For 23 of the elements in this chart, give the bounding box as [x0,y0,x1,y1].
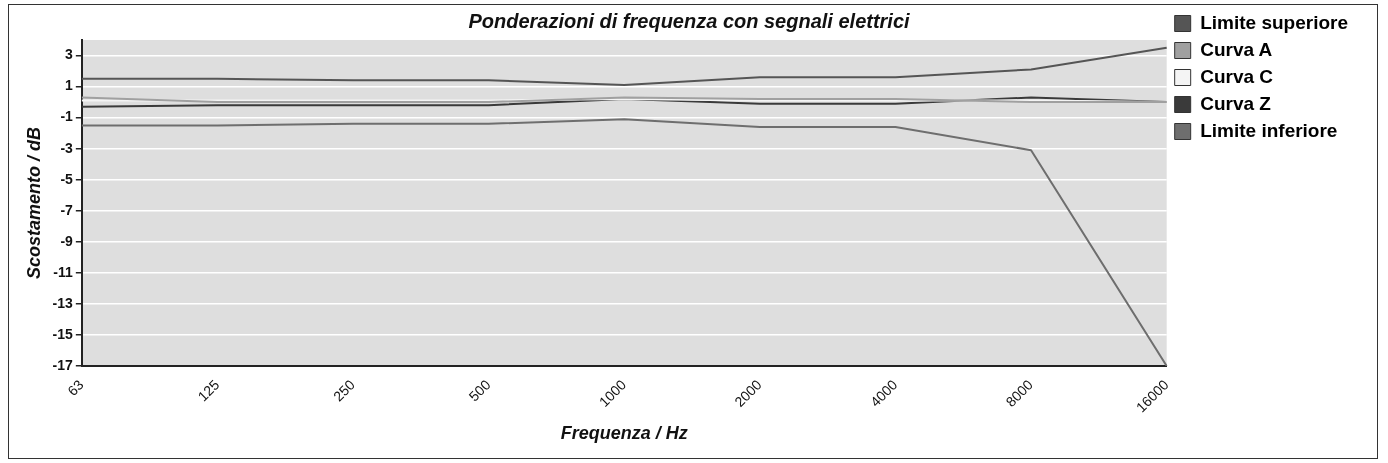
y-tick-label: -1 [60,108,74,125]
legend-label: Curva Z [1200,92,1272,114]
y-tick-label: -5 [60,170,74,187]
x-tick-label: 500 [465,376,494,405]
x-axis-title: Frequenza / Hz [560,423,688,444]
y-axis-title: Scostamento / dB [23,126,44,280]
legend-label: Curva A [1200,38,1273,60]
y-tick-label: -13 [52,294,74,311]
legend-label: Limite superiore [1200,11,1349,33]
x-tick-label: 63 [64,376,87,399]
y-tick-label: -7 [60,201,74,218]
y-tick-label: -11 [53,263,74,280]
y-tick-label: -15 [52,325,74,342]
legend-label: Limite inferiore [1200,119,1338,141]
y-tick-label: 1 [65,77,74,94]
y-tick-label: -3 [60,139,74,156]
legend-label: Curva C [1200,65,1274,87]
x-tick-label: 250 [330,376,359,405]
x-tick-label: 125 [194,376,223,405]
y-tick-label: -9 [60,232,74,249]
y-tick-label: 3 [65,46,74,63]
chart-title: Ponderazioni di frequenza con segnali elettrici [468,9,911,32]
y-tick-label: -17 [52,356,74,373]
